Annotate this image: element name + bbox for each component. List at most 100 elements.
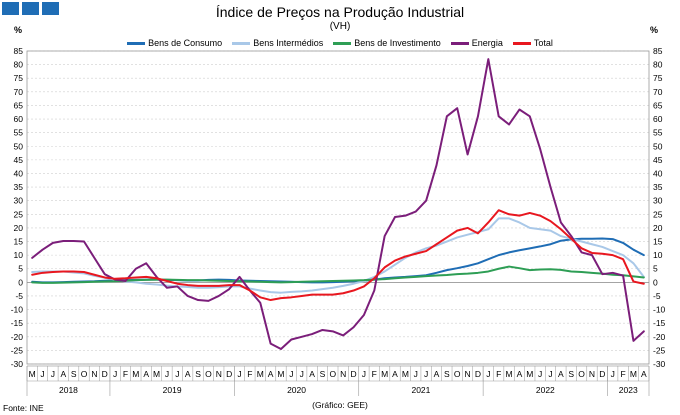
y-tick-label-left: 55 (14, 128, 24, 138)
y-tick-label-right: -25 (653, 345, 666, 355)
y-tick-label-right: 35 (653, 182, 663, 192)
x-tick-label: J (113, 369, 117, 379)
x-tick-label: S (444, 369, 450, 379)
y-tick-label-right: 80 (653, 60, 663, 70)
x-tick-label: J (40, 369, 44, 379)
y-tick-label-left: -15 (11, 318, 24, 328)
y-tick-label-left: -30 (11, 359, 24, 369)
y-tick-label-left: 65 (14, 100, 24, 110)
x-tick-label: A (392, 369, 398, 379)
x-tick-label: D (102, 369, 108, 379)
y-tick-label-right: -30 (653, 359, 666, 369)
x-tick-label: F (123, 369, 128, 379)
legend-label: Bens de Investimento (354, 38, 441, 48)
x-tick-label: O (330, 369, 337, 379)
x-tick-label: N (465, 369, 471, 379)
x-tick-label: J (486, 369, 490, 379)
series-line-bens-interm-dios (31, 217, 645, 294)
x-tick-label: S (71, 369, 77, 379)
y-tick-label-left: -5 (15, 291, 23, 301)
y-tick-label-left: 85 (14, 46, 24, 56)
x-year-label: 2023 (619, 385, 638, 395)
x-tick-label: J (165, 369, 169, 379)
legend-swatch (127, 41, 146, 45)
y-tick-label-left: 80 (14, 60, 24, 70)
y-tick-label-right: 75 (653, 73, 663, 83)
series-line-total (31, 209, 645, 302)
x-year-label: 2019 (163, 385, 182, 395)
legend-label: Energia (471, 38, 503, 48)
y-tick-label-right: -5 (653, 291, 661, 301)
x-tick-label: A (517, 369, 523, 379)
y-tick-label-left: 0 (18, 277, 23, 287)
legend-item: Total (512, 38, 553, 48)
x-year-label: 2021 (411, 385, 430, 395)
x-tick-label: M (132, 369, 139, 379)
y-tick-label-left: 40 (14, 168, 24, 178)
y-tick-label-right: 40 (653, 168, 663, 178)
y-tick-label-right: 60 (653, 114, 663, 124)
x-tick-label: J (175, 369, 179, 379)
x-tick-label: J (289, 369, 293, 379)
legend-swatch (232, 41, 251, 45)
x-tick-label: O (578, 369, 585, 379)
legend-swatch (333, 41, 352, 45)
x-tick-label: J (414, 369, 418, 379)
y-tick-label-right: -15 (653, 318, 666, 328)
x-tick-label: O (454, 369, 461, 379)
series-line-energia (31, 58, 645, 351)
legend-item: Bens Intermédios (232, 38, 323, 48)
logo-block (2, 2, 19, 15)
x-tick-label: A (558, 369, 564, 379)
legend-item: Bens de Investimento (333, 38, 441, 48)
y-tick-label-right: 20 (653, 223, 663, 233)
x-tick-label: N (589, 369, 595, 379)
chart-subtitle: (VH) (329, 21, 351, 32)
x-tick-label: M (257, 369, 264, 379)
x-tick-label: O (205, 369, 212, 379)
x-tick-label: S (320, 369, 326, 379)
x-tick-label: D (226, 369, 232, 379)
x-tick-label: M (381, 369, 388, 379)
x-tick-label: N (91, 369, 97, 379)
y-tick-label-right: 85 (653, 46, 663, 56)
legend-item: Energia (450, 38, 503, 48)
y-tick-label-right: 5 (653, 264, 658, 274)
x-tick-label: A (309, 369, 315, 379)
y-tick-label-left: 35 (14, 182, 24, 192)
x-tick-label: O (81, 369, 88, 379)
y-tick-label-right: -20 (653, 332, 666, 342)
x-tick-label: F (620, 369, 625, 379)
x-tick-label: A (60, 369, 66, 379)
source-note: Fonte: INE (3, 403, 44, 413)
x-tick-label: M (277, 369, 284, 379)
x-tick-label: M (29, 369, 36, 379)
y-tick-label-right: 50 (653, 141, 663, 151)
y-tick-label-left: -20 (11, 332, 24, 342)
x-tick-label: S (568, 369, 574, 379)
y-tick-label-right: 30 (653, 196, 663, 206)
y-tick-label-left: 5 (18, 264, 23, 274)
y-tick-label-left: 25 (14, 209, 24, 219)
legend-label: Bens Intermédios (253, 38, 324, 48)
legend-label: Bens de Consumo (148, 38, 223, 48)
y-tick-label-right: 45 (653, 155, 663, 165)
chart-title: Índice de Preços na Produção Industrial (215, 4, 465, 20)
x-tick-label: A (641, 369, 647, 379)
y-tick-label-left: 45 (14, 155, 24, 165)
y-tick-label-right: 70 (653, 87, 663, 97)
y-tick-label-right: 55 (653, 128, 663, 138)
x-tick-label: M (630, 369, 637, 379)
x-tick-label: J (300, 369, 304, 379)
x-tick-label: J (237, 369, 241, 379)
legend-label: Total (533, 38, 553, 48)
y-tick-label-left: -10 (11, 305, 24, 315)
logo-block (22, 2, 39, 15)
x-tick-label: A (268, 369, 274, 379)
chart-credit: (Gráfico: GEE) (312, 400, 368, 410)
logo-block (42, 2, 59, 15)
y-tick-label-left: 60 (14, 114, 24, 124)
x-tick-label: F (247, 369, 252, 379)
x-tick-label: D (599, 369, 605, 379)
